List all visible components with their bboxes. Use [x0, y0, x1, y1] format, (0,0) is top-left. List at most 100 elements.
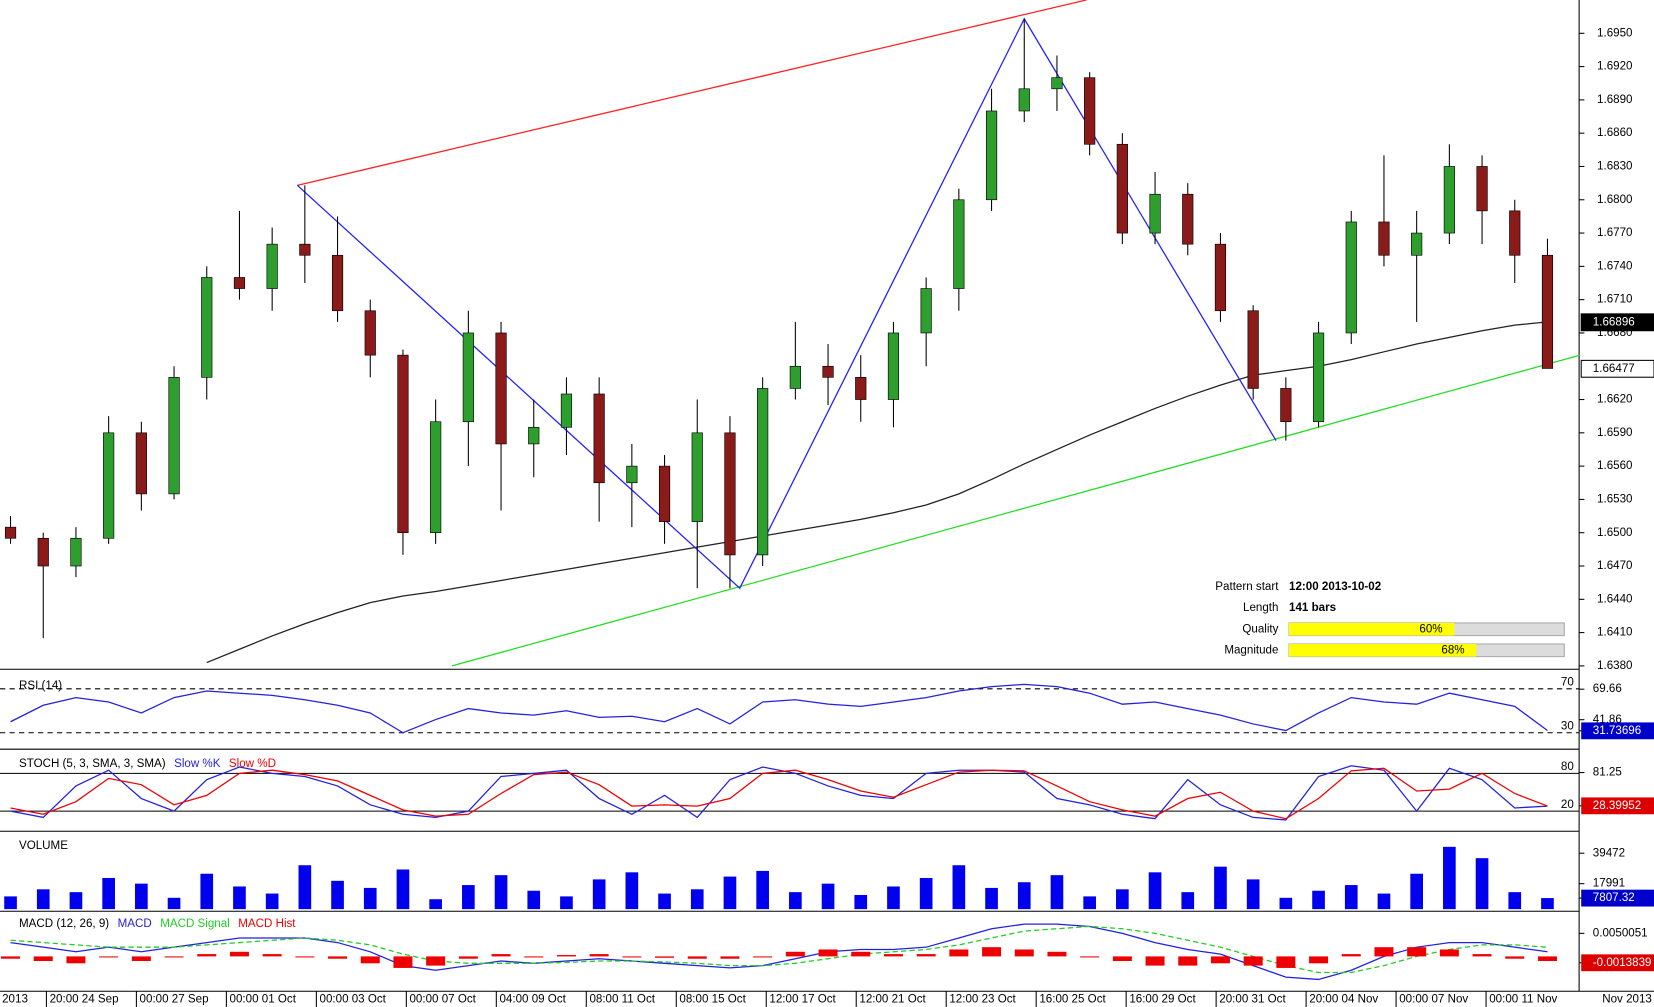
y-tick-label: 1.6950 — [1597, 27, 1632, 39]
volume-bar — [200, 873, 214, 910]
candle-body — [233, 277, 246, 289]
volume-bar — [887, 886, 900, 910]
candle-body — [789, 365, 801, 389]
x-tick-label: 16:00 25 Oct — [1039, 994, 1106, 1006]
volume-bar — [723, 876, 737, 910]
volume-bar — [1312, 890, 1325, 910]
volume-bar — [690, 889, 704, 910]
histogram-bar — [1, 956, 21, 959]
candle-body — [1214, 243, 1227, 312]
volume-bar — [527, 890, 541, 910]
x-end-label: Nov 2013 — [1602, 994, 1652, 1006]
y-tick-label: 1.6710 — [1597, 294, 1632, 306]
volume-bar — [1083, 896, 1096, 910]
candle-body — [920, 288, 932, 334]
right-label: 7807.32 — [1593, 892, 1635, 904]
histogram-bar — [687, 956, 707, 959]
volume-bar — [919, 877, 933, 910]
candle-body — [1116, 143, 1128, 234]
series-line — [10, 765, 1548, 821]
volume-bar — [331, 880, 344, 910]
legend-entry: MACD Signal — [160, 918, 230, 930]
x-tick-label: 20:00 31 Oct — [1219, 994, 1286, 1006]
histogram-bar — [1047, 951, 1067, 957]
y-tick-label: 1.6560 — [1597, 460, 1632, 472]
pattern-label: Pattern start — [1215, 581, 1279, 593]
histogram-bar — [1080, 956, 1100, 958]
volume-bar — [1181, 892, 1195, 910]
series-line — [10, 683, 1548, 734]
candle-body — [560, 393, 573, 428]
level-label: 70 — [1561, 677, 1574, 689]
y-tick-label: 1.6500 — [1597, 527, 1632, 539]
trendline — [297, 0, 1087, 186]
x-tick-label: 20:00 04 Nov — [1309, 994, 1378, 1006]
y-tick-label: 1.6890 — [1597, 94, 1632, 106]
candle-body — [168, 377, 180, 495]
histogram-bar — [426, 956, 446, 966]
histogram-bar — [1537, 956, 1557, 962]
candle-body — [462, 332, 474, 423]
panel-title: VOLUME — [19, 840, 68, 852]
y-tick-label: 1.6740 — [1597, 260, 1632, 272]
histogram-bar — [916, 954, 936, 957]
meter-label: 60% — [1419, 623, 1442, 635]
candle-body — [364, 310, 376, 356]
meter-label: 68% — [1441, 644, 1464, 656]
pattern-value: 12:00 2013-10-02 — [1289, 581, 1381, 593]
meter-fill — [1289, 643, 1477, 657]
candle-body — [135, 432, 147, 495]
candle-body — [724, 432, 736, 556]
candle-body — [201, 277, 213, 378]
volume-bar — [1246, 879, 1260, 910]
price-box — [1580, 359, 1654, 378]
y-tick-label: 1.6770 — [1597, 227, 1632, 239]
x-tick-label: 2013 — [2, 994, 28, 1006]
candle-body — [855, 377, 867, 400]
histogram-bar — [66, 956, 86, 964]
pattern-label: Quality — [1242, 623, 1278, 635]
right-label: 31.73696 — [1593, 725, 1641, 737]
price-box — [1580, 313, 1654, 332]
volume-bar — [821, 883, 835, 910]
candle-body — [1411, 232, 1423, 256]
histogram-bar — [164, 956, 184, 958]
volume-bar — [560, 896, 573, 910]
pattern-label: Magnitude — [1224, 644, 1278, 656]
volume-bar — [789, 892, 802, 910]
histogram-bar — [1374, 947, 1394, 957]
candle-body — [1509, 210, 1521, 256]
candle-body — [953, 199, 965, 289]
candle-body — [1312, 332, 1325, 423]
pattern-value: 141 bars — [1289, 602, 1336, 614]
x-tick-label: 12:00 21 Oct — [859, 994, 926, 1006]
legend-entry: MACD Hist — [238, 918, 296, 930]
candle-body — [4, 526, 17, 539]
candle-body — [495, 332, 507, 445]
histogram-bar — [1341, 954, 1361, 957]
trendline — [451, 354, 1581, 667]
right-label: 39472 — [1593, 847, 1625, 859]
x-tick-label: 00:00 03 Oct — [320, 994, 387, 1006]
histogram-bar — [197, 954, 217, 957]
histogram-bar — [458, 956, 478, 959]
candle-body — [1443, 166, 1455, 234]
volume-bar — [1443, 846, 1456, 910]
histogram-bar — [655, 956, 675, 958]
y-tick-label: 1.6440 — [1597, 593, 1632, 605]
candle-body — [331, 254, 344, 312]
histogram-bar — [1472, 954, 1492, 957]
y-tick-label: 1.6800 — [1597, 194, 1632, 206]
candle-body — [1378, 221, 1390, 256]
volume-bar — [1017, 882, 1031, 910]
histogram-bar — [883, 954, 903, 957]
right-label: -0.0013839 — [1593, 957, 1652, 969]
volume-bar — [625, 872, 639, 910]
candle-body — [985, 110, 998, 201]
candle-body — [70, 537, 82, 567]
histogram-bar — [229, 951, 249, 957]
volume-bar — [1279, 897, 1293, 910]
price-label: 1.66896 — [1593, 316, 1635, 328]
